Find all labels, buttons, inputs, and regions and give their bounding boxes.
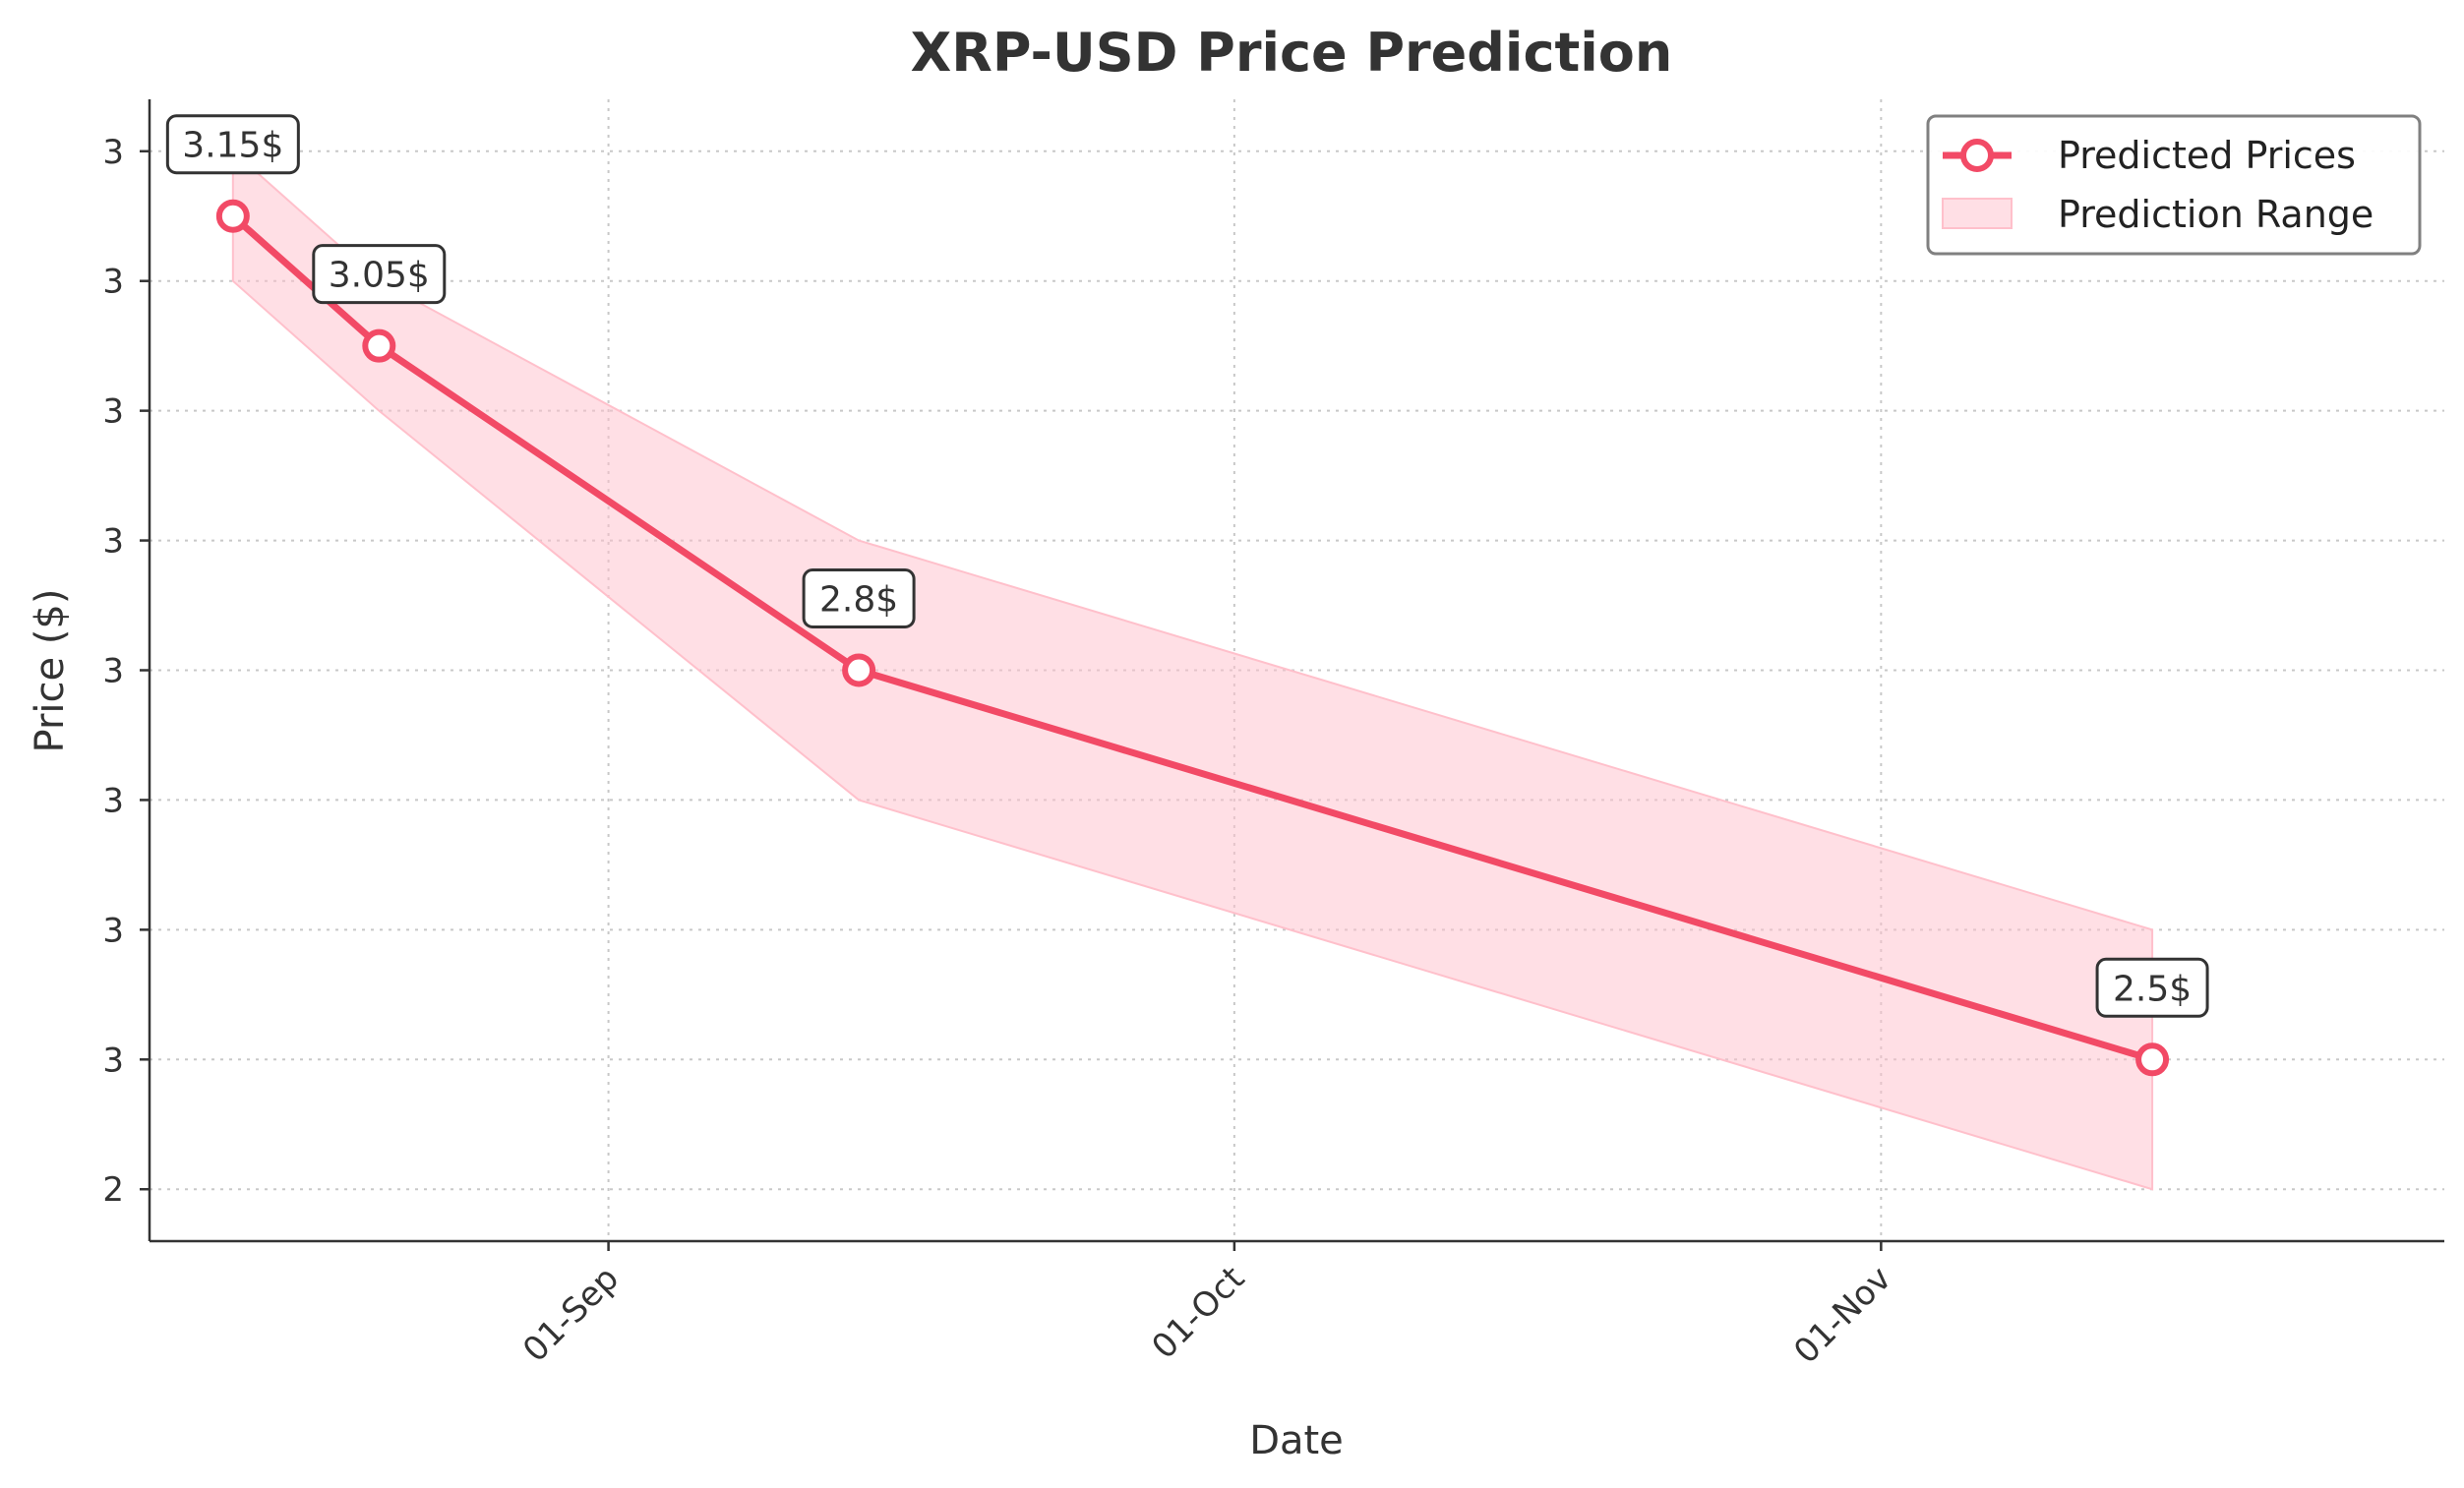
y-tick-label-6: 3 [102, 392, 124, 432]
x-axis-label: Date [1249, 1418, 1344, 1463]
data-label-box-2 [802, 568, 916, 628]
legend-label-predicted-prices: Predicted Prices [2058, 134, 2356, 177]
data-point-2 [842, 653, 876, 687]
data-point-3 [2135, 1042, 2170, 1077]
legend-label-prediction-range: Prediction Range [2058, 193, 2374, 236]
data-point-0 [215, 199, 250, 233]
y-tick-label-7: 3 [102, 263, 124, 302]
data-label-1: 3.05$ [329, 256, 430, 296]
data-label-box-1 [312, 244, 447, 305]
legend-marker-swatch [1960, 139, 1994, 172]
data-label-box-0 [165, 114, 300, 175]
y-tick-label-5: 3 [102, 522, 124, 562]
predicted-prices-line [230, 213, 2154, 1063]
data-label-box-3 [2095, 957, 2209, 1018]
legend-box [1926, 114, 2422, 256]
data-label-0: 3.15$ [182, 126, 283, 166]
legend-range-swatch [1942, 198, 2013, 229]
x-tick-label-1: 01-Oct [1144, 1259, 1252, 1367]
y-tick-label-2: 3 [102, 911, 124, 950]
y-tick-label-1: 3 [102, 1041, 124, 1080]
y-axis-label: Price ($) [28, 589, 73, 753]
y-tick-label-3: 3 [102, 781, 124, 820]
data-label-2: 2.8$ [819, 580, 898, 621]
data-label-3: 2.5$ [2113, 969, 2192, 1009]
y-tick-label-0: 2 [102, 1170, 124, 1210]
prediction-range-band [231, 149, 2154, 1191]
chart-title: XRP-USD Price Prediction [911, 22, 1673, 84]
legend: Predicted Prices Prediction Range [1926, 114, 2422, 256]
y-tick-label-8: 3 [102, 133, 124, 172]
y-ticks: 2 3 3 3 3 3 3 3 3 [102, 133, 150, 1210]
data-point-1 [362, 328, 396, 363]
x-tick-label-2: 01-Nov [1786, 1259, 1898, 1371]
x-ticks: 01-Sep 01-Oct 01-Nov [515, 1241, 1899, 1372]
data-labels: 3.15$ 3.05$ 2.8$ 2.5$ [165, 114, 2209, 1018]
y-tick-label-4: 3 [102, 652, 124, 691]
x-tick-label-0: 01-Sep [515, 1259, 627, 1370]
data-points [215, 199, 2170, 1077]
